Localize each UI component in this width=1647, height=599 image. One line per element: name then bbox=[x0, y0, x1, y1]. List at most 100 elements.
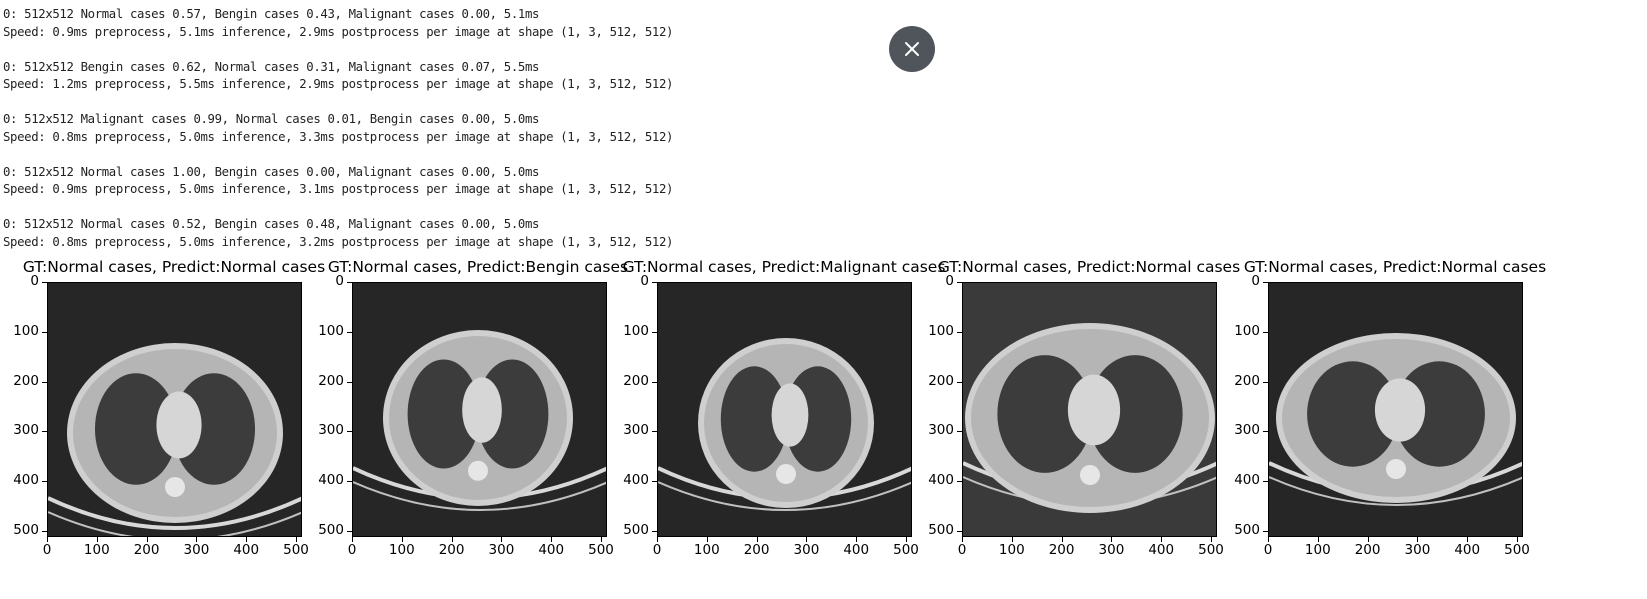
y-tick-label: 0 bbox=[945, 273, 954, 289]
x-tick-label: 300 bbox=[1098, 542, 1125, 558]
ct-scan-image bbox=[963, 283, 1216, 536]
panel-title: GT:Normal cases, Predict:Malignant cases bbox=[622, 258, 946, 276]
x-tick-mark bbox=[146, 537, 148, 542]
x-tick-label: 400 bbox=[233, 542, 260, 558]
y-tick-mark bbox=[42, 331, 47, 333]
close-icon bbox=[905, 42, 919, 56]
y-tick-label: 100 bbox=[623, 322, 649, 339]
x-tick-label: 500 bbox=[1198, 542, 1224, 558]
y-tick-label: 0 bbox=[640, 273, 649, 289]
x-tick-mark bbox=[906, 537, 908, 542]
x-tick-label: 300 bbox=[183, 542, 210, 558]
log-entry: 0: 512x512 Malignant cases 0.99, Normal … bbox=[3, 111, 673, 146]
y-tick-mark bbox=[1263, 331, 1268, 333]
log-entry: 0: 512x512 Normal cases 1.00, Bengin cas… bbox=[3, 164, 673, 199]
y-tick-label: 500 bbox=[1234, 522, 1260, 539]
image-axes bbox=[352, 282, 607, 537]
ct-scan-image bbox=[1269, 283, 1522, 536]
x-tick-label: 100 bbox=[998, 542, 1025, 558]
y-tick-mark bbox=[1263, 531, 1268, 533]
x-tick-label: 200 bbox=[133, 542, 160, 558]
x-tick-mark bbox=[1011, 537, 1013, 542]
log-entry: 0: 512x512 Normal cases 0.57, Bengin cas… bbox=[3, 6, 673, 41]
x-tick-mark bbox=[1517, 537, 1519, 542]
y-tick-mark bbox=[652, 531, 657, 533]
y-tick-label: 300 bbox=[13, 422, 39, 439]
y-tick-mark bbox=[957, 431, 962, 433]
y-tick-label: 400 bbox=[1234, 472, 1260, 489]
y-tick-mark bbox=[1263, 381, 1268, 383]
y-tick-mark bbox=[347, 381, 352, 383]
x-tick-label: 300 bbox=[1404, 542, 1431, 558]
y-tick-label: 200 bbox=[13, 372, 39, 389]
x-tick-mark bbox=[1161, 537, 1163, 542]
y-tick-mark bbox=[42, 531, 47, 533]
y-tick-label: 100 bbox=[318, 322, 344, 339]
y-tick-mark bbox=[42, 282, 47, 283]
y-tick-mark bbox=[652, 381, 657, 383]
x-tick-mark bbox=[962, 537, 963, 542]
log-speed-line: Speed: 0.9ms preprocess, 5.0ms inference… bbox=[3, 182, 674, 196]
x-tick-mark bbox=[47, 537, 48, 542]
x-tick-mark bbox=[401, 537, 403, 542]
log-result-line: 0: 512x512 Normal cases 0.52, Bengin cas… bbox=[3, 217, 540, 231]
y-tick-label: 200 bbox=[318, 372, 344, 389]
y-tick-mark bbox=[652, 481, 657, 483]
x-tick-label: 200 bbox=[438, 542, 465, 558]
x-tick-label: 500 bbox=[1504, 542, 1530, 558]
y-tick-label: 100 bbox=[13, 322, 39, 339]
x-tick-label: 100 bbox=[693, 542, 720, 558]
x-tick-label: 400 bbox=[1148, 542, 1175, 558]
y-tick-label: 500 bbox=[928, 522, 954, 539]
y-tick-mark bbox=[1263, 481, 1268, 483]
x-tick-label: 0 bbox=[347, 542, 357, 558]
x-tick-mark bbox=[1211, 537, 1213, 542]
x-tick-mark bbox=[551, 537, 553, 542]
log-result-line: 0: 512x512 Malignant cases 0.99, Normal … bbox=[3, 112, 540, 126]
panel-title: GT:Normal cases, Predict:Normal cases bbox=[937, 258, 1241, 276]
y-tick-label: 0 bbox=[1251, 273, 1260, 289]
y-tick-label: 500 bbox=[13, 522, 39, 539]
x-tick-mark bbox=[1061, 537, 1063, 542]
y-tick-mark bbox=[42, 381, 47, 383]
x-tick-mark bbox=[1367, 537, 1369, 542]
y-tick-mark bbox=[652, 282, 657, 283]
x-tick-label: 100 bbox=[1304, 542, 1331, 558]
y-tick-mark bbox=[347, 531, 352, 533]
x-tick-label: 300 bbox=[488, 542, 515, 558]
x-tick-mark bbox=[352, 537, 353, 542]
y-tick-label: 400 bbox=[318, 472, 344, 489]
y-tick-label: 500 bbox=[623, 522, 649, 539]
x-tick-mark bbox=[1417, 537, 1419, 542]
y-tick-label: 300 bbox=[928, 422, 954, 439]
x-tick-mark bbox=[196, 537, 198, 542]
image-axes bbox=[47, 282, 302, 537]
y-tick-label: 100 bbox=[928, 322, 954, 339]
close-button[interactable] bbox=[889, 26, 935, 72]
x-tick-label: 300 bbox=[793, 542, 820, 558]
x-tick-mark bbox=[296, 537, 298, 542]
x-tick-label: 500 bbox=[588, 542, 614, 558]
y-tick-mark bbox=[1263, 282, 1268, 283]
x-tick-mark bbox=[1111, 537, 1113, 542]
panel-title: GT:Normal cases, Predict:Bengin cases bbox=[327, 258, 629, 276]
ct-scan-image bbox=[658, 283, 911, 536]
x-tick-label: 0 bbox=[652, 542, 662, 558]
y-tick-label: 400 bbox=[13, 472, 39, 489]
y-tick-mark bbox=[42, 481, 47, 483]
x-tick-label: 100 bbox=[83, 542, 110, 558]
y-tick-mark bbox=[957, 531, 962, 533]
y-tick-label: 500 bbox=[318, 522, 344, 539]
log-result-line: 0: 512x512 Bengin cases 0.62, Normal cas… bbox=[3, 59, 540, 74]
y-tick-mark bbox=[347, 431, 352, 433]
y-tick-mark bbox=[957, 481, 962, 483]
y-tick-mark bbox=[1263, 431, 1268, 433]
y-tick-mark bbox=[347, 331, 352, 333]
x-tick-mark bbox=[1467, 537, 1469, 542]
y-tick-label: 0 bbox=[30, 273, 39, 289]
log-result-line: 0: 512x512 Normal cases 1.00, Bengin cas… bbox=[3, 164, 540, 179]
log-entry: 0: 512x512 Bengin cases 0.62, Normal cas… bbox=[3, 59, 673, 94]
x-tick-mark bbox=[856, 537, 858, 542]
x-tick-label: 400 bbox=[1454, 542, 1481, 558]
x-tick-label: 100 bbox=[388, 542, 415, 558]
